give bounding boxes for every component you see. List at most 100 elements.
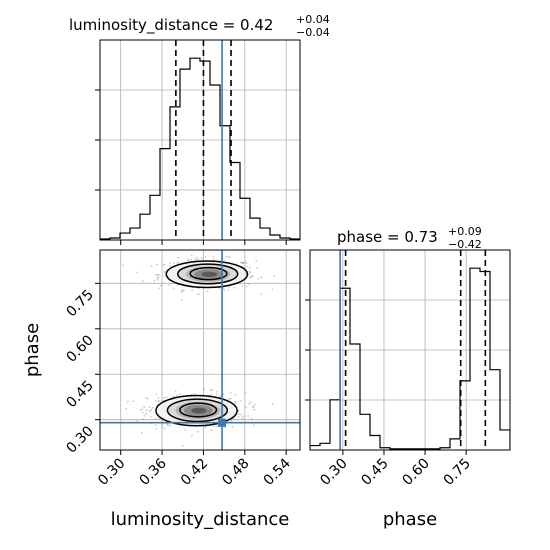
sample-point (245, 406, 247, 409)
sample-point (240, 400, 243, 402)
sample-point (218, 287, 221, 290)
sample-point (198, 293, 201, 296)
sample-point (184, 429, 187, 431)
sample-point (155, 274, 158, 276)
phase-hist-histogram-bin (500, 430, 510, 450)
sample-point (245, 285, 248, 288)
sample-point (160, 284, 162, 287)
sample-point (200, 257, 203, 259)
sample-point (151, 406, 154, 409)
sample-point (253, 403, 256, 406)
title-phase: phase = 0.73 (337, 228, 438, 246)
sample-point (143, 406, 146, 408)
sample-point (212, 255, 215, 258)
lum-hist-histogram-bin (140, 214, 150, 240)
sample-point (247, 283, 250, 285)
sample-point (154, 418, 157, 420)
sample-point (256, 267, 259, 269)
title-luminosity-distance-plus: +0.04 (296, 13, 330, 26)
sample-point (252, 406, 255, 409)
lum-hist-histogram-bin (250, 218, 260, 240)
sample-point (145, 409, 148, 412)
sample-point (141, 411, 144, 414)
phase-hist-histogram-bin (330, 400, 340, 450)
sample-point (156, 278, 159, 281)
phase-hist-xtick-label: 0.75 (441, 456, 474, 489)
sample-point (234, 402, 237, 405)
joint-ytick-label: 0.45 (63, 378, 96, 411)
sample-point (234, 394, 237, 396)
lum-hist-histogram-bin (270, 235, 280, 240)
sample-point (160, 426, 163, 428)
phase-hist-histogram-bin (350, 344, 360, 450)
sample-point (212, 258, 215, 261)
sample-point (150, 408, 153, 411)
sample-point (125, 407, 128, 410)
sample-point (136, 271, 138, 274)
sample-point (135, 420, 138, 422)
sample-point (216, 425, 219, 428)
sample-point (157, 397, 160, 399)
panel-marginal-luminosity-distance (95, 39, 301, 245)
sample-point (164, 270, 166, 273)
sample-point (150, 265, 153, 267)
sample-point (225, 255, 228, 258)
sample-point (250, 417, 253, 420)
sample-point (249, 401, 252, 403)
joint-xtick-label: 0.36 (137, 455, 170, 488)
sample-point (163, 263, 166, 266)
sample-point (122, 264, 124, 267)
sample-point (203, 388, 206, 391)
sample-point (147, 397, 149, 400)
sample-point (132, 400, 135, 403)
sample-point (229, 392, 232, 394)
joint-xtick-label: 0.30 (95, 456, 128, 489)
sample-point (253, 408, 256, 411)
sample-point (244, 261, 247, 264)
sample-point (176, 261, 179, 264)
sample-point (237, 413, 240, 416)
sample-point (242, 262, 245, 265)
sample-point (227, 398, 230, 400)
phase-hist-xtick-label: 0.45 (358, 456, 391, 489)
sample-point (197, 257, 199, 260)
sample-point (271, 288, 274, 291)
sample-point (231, 425, 234, 428)
sample-point (210, 429, 213, 431)
sample-point (181, 289, 184, 292)
density-contour-mode-2 (179, 402, 218, 418)
sample-point (168, 284, 171, 286)
sample-point (204, 256, 207, 258)
axes-frame (309, 249, 511, 451)
sample-point (156, 273, 159, 276)
joint-plot-area (100, 250, 300, 450)
sample-point (163, 427, 166, 430)
sample-point (224, 426, 226, 429)
lum-hist-histogram-bin (210, 85, 220, 240)
sample-point (154, 424, 157, 426)
sample-point (227, 289, 230, 291)
sample-point (228, 256, 231, 259)
sample-point (141, 408, 144, 411)
sample-point (230, 419, 233, 421)
sample-point (234, 400, 237, 403)
density-shade-mode-1 (201, 271, 218, 277)
sample-point (204, 426, 207, 429)
lum-hist-histogram-bin (190, 58, 200, 240)
sample-point (190, 254, 193, 256)
sample-point (273, 275, 275, 278)
sample-point (172, 395, 175, 398)
joint-ytick-label: 0.60 (63, 332, 96, 365)
sample-point (227, 255, 230, 258)
sample-point (156, 263, 159, 266)
sample-point (161, 423, 164, 426)
sample-point (150, 416, 152, 418)
axes-frame (99, 39, 301, 241)
sample-point (174, 390, 177, 392)
sample-point (145, 396, 148, 399)
sample-point (170, 282, 173, 285)
density-contour-mode-1 (165, 260, 249, 289)
sample-point (195, 257, 198, 259)
sample-point (216, 393, 218, 396)
phase-hist-xtick-label: 0.30 (317, 456, 350, 489)
